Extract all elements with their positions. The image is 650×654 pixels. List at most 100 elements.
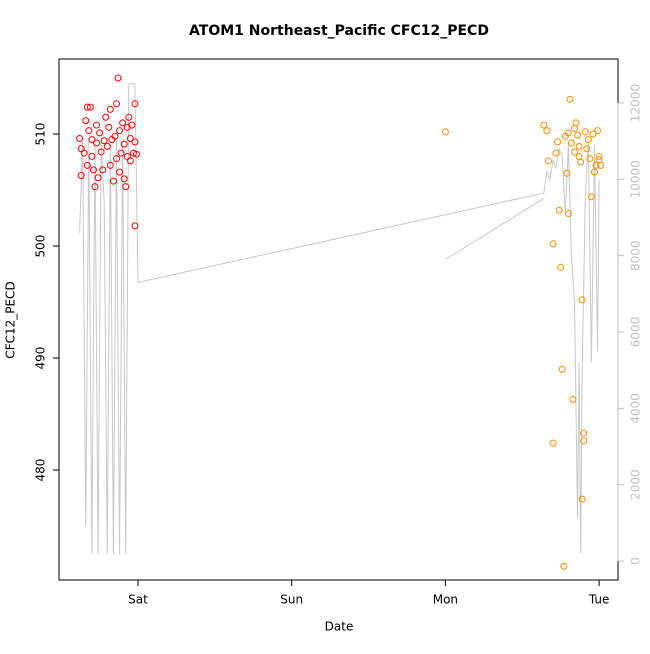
point bbox=[85, 127, 93, 135]
point bbox=[595, 152, 603, 160]
x-tick-label: Sun bbox=[280, 593, 303, 607]
point bbox=[574, 131, 582, 139]
point bbox=[563, 169, 571, 177]
point bbox=[564, 210, 572, 218]
y-tick-label: 480 bbox=[34, 459, 48, 482]
point bbox=[589, 130, 597, 138]
y-tick-label: 490 bbox=[34, 347, 48, 370]
point bbox=[557, 263, 565, 271]
point bbox=[117, 149, 125, 157]
point bbox=[88, 152, 96, 160]
point bbox=[581, 128, 589, 136]
y2-tick-label: 4000 bbox=[629, 393, 643, 424]
point bbox=[119, 119, 127, 127]
point bbox=[540, 121, 548, 129]
point bbox=[554, 138, 562, 146]
point bbox=[89, 166, 97, 174]
point bbox=[572, 119, 580, 127]
point bbox=[106, 161, 114, 169]
point bbox=[120, 175, 128, 183]
y-axis-label: CFC12_PECD bbox=[4, 281, 18, 358]
point bbox=[111, 132, 119, 140]
point bbox=[105, 123, 113, 131]
point bbox=[131, 138, 139, 146]
x-tick-label: Tue bbox=[588, 593, 610, 607]
point bbox=[558, 365, 566, 373]
point bbox=[592, 161, 600, 169]
x-axis-label: Date bbox=[325, 620, 354, 634]
y2-tick-label: 2000 bbox=[629, 469, 643, 500]
point bbox=[587, 193, 595, 201]
point bbox=[564, 129, 572, 137]
point bbox=[583, 145, 591, 153]
point bbox=[586, 155, 594, 163]
point bbox=[120, 140, 128, 148]
point bbox=[567, 139, 575, 147]
y2-tick-label: 8000 bbox=[629, 240, 643, 271]
point bbox=[93, 121, 101, 129]
point bbox=[594, 127, 602, 135]
y2-tick-label: 0 bbox=[629, 557, 643, 565]
point bbox=[128, 121, 136, 129]
y2-tick-label: 12000 bbox=[629, 84, 643, 122]
point bbox=[549, 439, 557, 447]
point bbox=[100, 137, 108, 145]
point bbox=[597, 161, 605, 169]
point bbox=[131, 222, 139, 230]
point bbox=[580, 429, 588, 437]
y2-tick-label: 10000 bbox=[629, 160, 643, 198]
point bbox=[578, 495, 586, 503]
point bbox=[102, 113, 110, 121]
point bbox=[86, 103, 94, 111]
point bbox=[543, 127, 551, 135]
point bbox=[94, 174, 102, 182]
point bbox=[549, 240, 557, 248]
point bbox=[122, 183, 130, 191]
point bbox=[544, 157, 552, 165]
point bbox=[132, 150, 140, 158]
point bbox=[103, 142, 111, 150]
x-tick-label: Mon bbox=[433, 593, 458, 607]
y-tick-label: 510 bbox=[34, 123, 48, 146]
point bbox=[577, 158, 585, 166]
point bbox=[82, 117, 90, 125]
point bbox=[106, 105, 114, 113]
point bbox=[80, 149, 88, 157]
point bbox=[76, 135, 84, 143]
point bbox=[584, 136, 592, 144]
point bbox=[555, 206, 563, 214]
point bbox=[552, 149, 560, 157]
point bbox=[88, 136, 96, 144]
point bbox=[83, 103, 91, 111]
point bbox=[97, 148, 105, 156]
point bbox=[112, 100, 120, 108]
point bbox=[131, 100, 139, 108]
point bbox=[129, 149, 137, 157]
point bbox=[580, 437, 588, 445]
point bbox=[590, 168, 598, 176]
point bbox=[77, 171, 85, 179]
point bbox=[96, 129, 104, 137]
y2-tick-label: 6000 bbox=[629, 317, 643, 348]
point bbox=[578, 296, 586, 304]
point bbox=[566, 95, 574, 103]
point bbox=[116, 168, 124, 176]
point bbox=[560, 562, 568, 570]
y-tick-label: 500 bbox=[34, 235, 48, 258]
point bbox=[571, 148, 579, 156]
point bbox=[441, 128, 449, 136]
x-tick-label: Sat bbox=[128, 593, 148, 607]
point bbox=[109, 177, 117, 185]
point bbox=[83, 161, 91, 169]
point bbox=[569, 395, 577, 403]
point bbox=[114, 74, 122, 82]
point bbox=[575, 142, 583, 150]
point bbox=[93, 139, 101, 147]
line bbox=[79, 83, 600, 555]
point bbox=[99, 166, 107, 174]
point bbox=[126, 135, 134, 143]
point bbox=[126, 157, 134, 165]
point bbox=[91, 183, 99, 191]
